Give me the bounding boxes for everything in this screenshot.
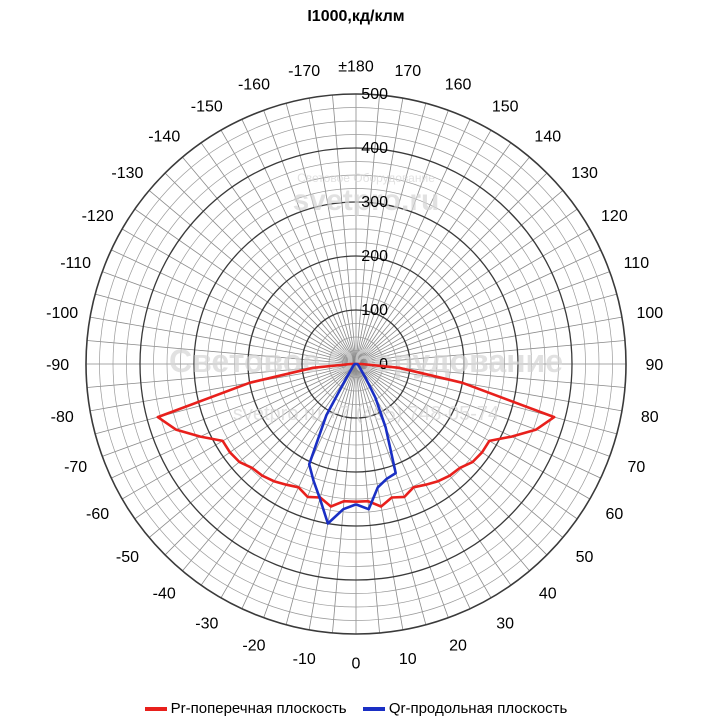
grid-ring-minor [234, 242, 478, 486]
angle-tick-label: 150 [492, 99, 519, 116]
watermark-text: Световое Оборудование [297, 171, 435, 185]
angle-tick-label: -100 [46, 305, 78, 322]
angle-tick-label: -80 [51, 409, 74, 426]
angle-tick-label: -70 [64, 459, 87, 476]
angle-tick-label: -110 [60, 255, 91, 272]
grid-ring-major [247, 255, 465, 473]
radial-tick-label: 200 [361, 248, 388, 265]
angle-tick-label: 60 [605, 506, 623, 523]
watermark-text: Световое Оборудование [169, 343, 563, 379]
angle-tick-label: -40 [153, 586, 176, 603]
grid-ring-major [301, 309, 411, 419]
watermark: Световое Оборудованиеsvetpro.ruСветовое … [169, 171, 563, 425]
angle-tick-label: 170 [394, 63, 421, 80]
grid-ring-minor [261, 269, 451, 459]
legend-label-pr: Pr-поперечная плоскость [170, 700, 347, 717]
angle-tick-labels: 0 10 20 30 40 50 60 70 80 90 100 110 120 130 140 150 160… [46, 59, 663, 673]
angle-tick-label: 130 [571, 165, 598, 182]
angle-tick-label: -160 [238, 77, 270, 94]
series-lines [156, 362, 556, 525]
legend-label-qr: Qr-продольная плоскость [388, 700, 568, 717]
angle-tick-label: -90 [46, 357, 69, 374]
angle-tick-label: 40 [539, 586, 557, 603]
angle-tick-label: -50 [116, 549, 139, 566]
polar-grid [85, 93, 627, 635]
legend-swatch-qr [362, 707, 385, 712]
grid-ring-minor [274, 282, 438, 446]
angle-tick-label: -150 [191, 99, 223, 116]
angle-tick-label: -30 [195, 615, 218, 632]
angle-tick-label: 10 [399, 651, 417, 668]
angle-tick-label: 0 [352, 655, 361, 672]
legend: Pr-поперечная плоскость Qr-продольная пл… [0, 700, 712, 717]
angle-tick-label: -60 [86, 506, 109, 523]
grid-ring-minor [288, 296, 424, 432]
radial-tick-label: 300 [361, 194, 388, 211]
radial-tick-label: 400 [361, 140, 388, 157]
angle-tick-label: -170 [288, 63, 320, 80]
angle-tick-label: ±180 [338, 59, 374, 76]
grid-ring-minor [207, 215, 505, 513]
grid-ring-major [139, 147, 573, 581]
grid-ring-minor [153, 161, 559, 567]
angle-tick-label: 100 [636, 305, 663, 322]
angle-tick-label: -130 [111, 165, 143, 182]
angle-tick-label: -140 [148, 128, 180, 145]
angle-tick-label: -20 [242, 637, 265, 654]
angle-tick-label: 90 [645, 357, 663, 374]
series-line-1 [307, 362, 397, 525]
angle-tick-label: 110 [624, 255, 650, 272]
legend-item-qr: Qr-продольная плоскость [362, 700, 568, 717]
angle-tick-label: 30 [496, 615, 514, 632]
grid-ring-minor [315, 323, 397, 405]
grid-ring-minor [220, 228, 492, 500]
grid-ring-major [193, 201, 519, 527]
grid-ring-minor [328, 336, 384, 392]
legend-item-pr: Pr-поперечная плоскость [144, 700, 347, 717]
angle-tick-label: -120 [82, 208, 114, 225]
grid-ring-major [85, 93, 627, 635]
angle-tick-label: 20 [449, 637, 467, 654]
angle-tick-label: -10 [293, 651, 316, 668]
radial-tick-labels: 0 100 200 300 400 500 [361, 86, 388, 373]
grid-ring-minor [166, 174, 546, 554]
radial-tick-label: 100 [361, 302, 388, 319]
angle-tick-label: 80 [641, 409, 659, 426]
radial-tick-label: 0 [379, 356, 388, 373]
grid-ring-minor [180, 188, 532, 540]
angle-tick-label: 140 [534, 128, 561, 145]
chart-title: I1000,кд/клм [307, 8, 405, 25]
watermark-text: svetpro.ru +7 (495) 748-05-74 [233, 403, 499, 425]
angle-tick-label: 120 [601, 208, 628, 225]
grid-ring-minor [99, 107, 613, 621]
watermark-text: svetpro.ru [293, 184, 440, 217]
grid-ring-minor [126, 134, 586, 594]
angle-tick-label: 70 [627, 459, 645, 476]
grid-ring-minor [112, 120, 600, 608]
angle-tick-label: 160 [445, 77, 472, 94]
radial-tick-label: 500 [361, 86, 388, 103]
angle-tick-label: 50 [576, 549, 594, 566]
legend-swatch-pr [144, 707, 167, 712]
